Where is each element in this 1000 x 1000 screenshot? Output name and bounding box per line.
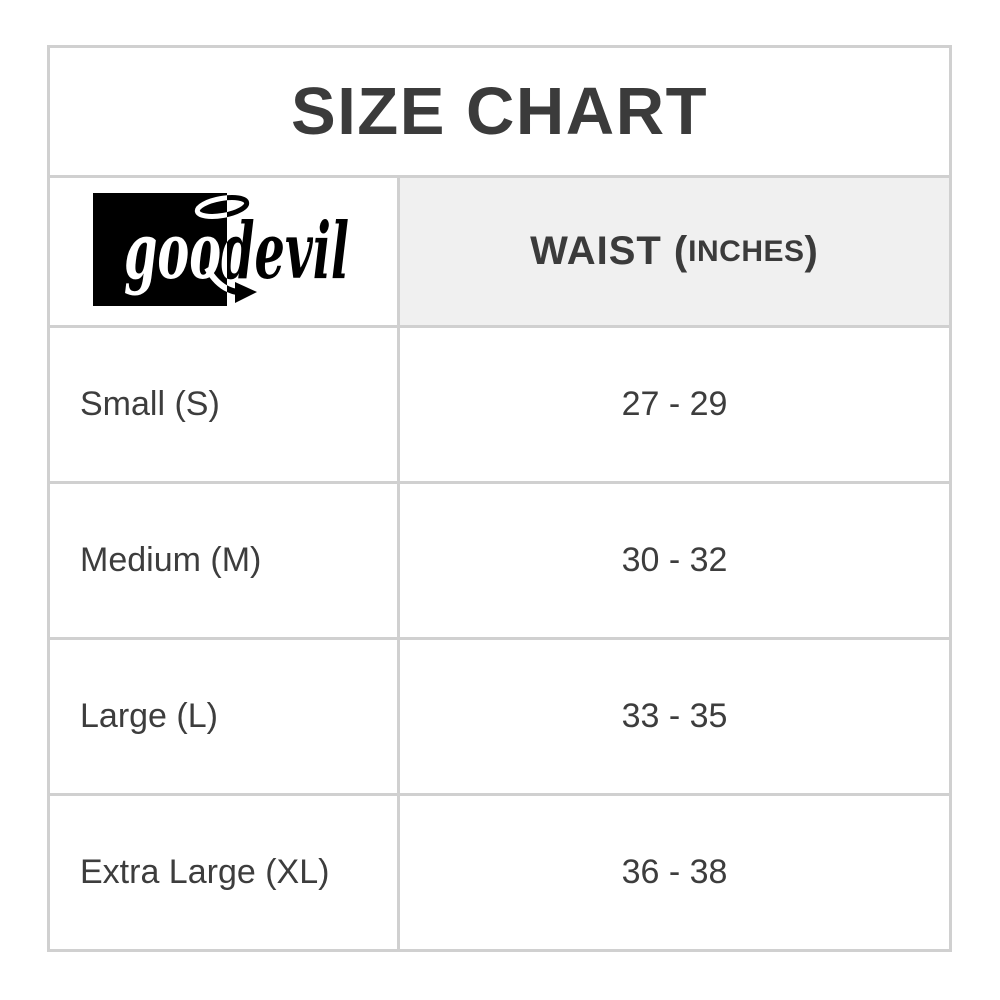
brand-logo-cell: goodevil goodevil [50,178,397,325]
logo-art-outside: goodevil [124,194,349,303]
table-row: Medium (M) 30 - 32 [50,484,949,640]
devil-tail-icon-inner [204,265,227,292]
table-row: Large (L) 33 - 35 [50,640,949,796]
size-label: Small (S) [80,385,220,423]
size-label: Extra Large (XL) [80,853,330,891]
waist-value: 30 - 32 [397,484,949,637]
waist-value: 33 - 35 [397,640,949,793]
waist-header-unit: INCHES [688,234,805,268]
size-label: Large (L) [80,697,218,735]
waist-column-header: WAIST(INCHES) [397,178,949,325]
logo-black-box [93,192,227,306]
table-row: Small (S) 27 - 29 [50,328,949,484]
waist-header-open-paren: ( [673,229,689,273]
table-row: Extra Large (XL) 36 - 38 [50,796,949,949]
brand-logo: goodevil goodevil [93,192,349,306]
waist-header-close-paren: ) [804,229,819,273]
size-chart-table: SIZE CHART goodevil [47,45,952,952]
logo-art-inside: goodevil [124,194,349,297]
waist-value: 36 - 38 [397,796,949,949]
halo-icon-inner [194,194,227,219]
size-label: Medium (M) [80,541,262,579]
waist-value: 27 - 29 [397,328,949,481]
table-header-row: goodevil goodevil [50,178,949,328]
brand-logo-text: goodevil [124,206,349,297]
waist-header-main: WAIST [530,229,662,273]
brand-logo-text-inner: goodevil [124,206,349,297]
page-title: SIZE CHART [50,48,949,178]
